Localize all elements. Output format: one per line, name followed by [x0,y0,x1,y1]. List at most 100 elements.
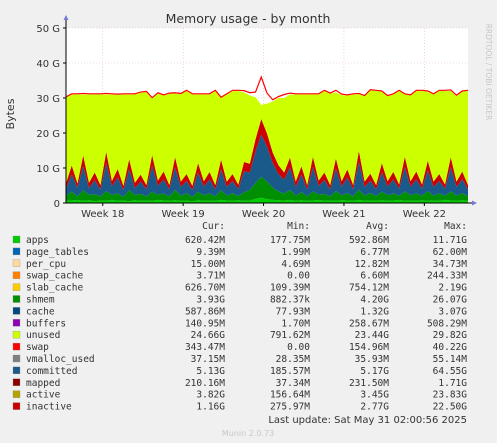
legend-cur-committed: 5.13G [196,366,225,377]
legend-max-cache: 3.07G [438,306,467,317]
legend-swatch-vmalloc_used [12,354,21,363]
legend-max-buffers: 508.29M [427,318,467,329]
legend-name-shmem: shmem [26,295,55,306]
legend-min-active: 156.64M [270,390,310,401]
legend-min-apps: 177.75M [270,235,310,246]
x-tick-labels: Week 18 Week 19 Week 20 Week 21 Week 22 [81,209,446,220]
legend-max-slab_cache: 2.19G [438,283,467,294]
legend-avg-per_cpu: 12.82M [355,259,390,270]
legend-avg-buffers: 258.67M [349,318,389,329]
legend-avg-vmalloc_used: 35.93M [355,354,390,365]
legend-min-buffers: 1.70M [281,318,310,329]
legend-cur-apps: 620.42M [185,235,225,246]
y-axis-arrow [63,15,69,20]
legend-max-mapped: 1.71G [438,378,467,389]
legend-max-per_cpu: 34.73M [433,259,468,270]
legend-avg-page_tables: 6.77M [360,247,389,258]
legend-name-slab_cache: slab_cache [26,283,83,294]
legend-min-swap_cache: 0.00 [287,271,310,282]
legend-name-page_tables: page_tables [26,247,89,258]
area-series [66,90,468,203]
legend: Cur: Min: Avg: Max: apps 620.42M 177.75M 592.86… [12,221,468,413]
legend-cur-swap: 343.47M [185,342,225,353]
x-tick-label: Week 20 [242,209,285,220]
legend-cur-unused: 24.66G [191,330,226,341]
legend-min-swap: 0.00 [287,342,310,353]
legend-min-shmem: 882.37k [270,295,310,306]
legend-avg-mapped: 231.50M [349,378,389,389]
legend-max-active: 23.83G [433,390,468,401]
legend-swatch-slab_cache [12,283,21,291]
legend-name-buffers: buffers [26,318,66,329]
legend-avg-slab_cache: 754.12M [349,283,389,294]
x-tick-label: Week 19 [161,209,204,220]
legend-max-apps: 11.71G [433,235,468,246]
legend-max-page_tables: 62.00M [433,247,468,258]
y-tick-labels: 0 10 G 20 G 30 G 40 G 50 G [36,24,60,210]
legend-swatch-swap [12,342,21,351]
legend-max-inactive: 22.50G [433,402,468,413]
area-apps [66,197,468,203]
legend-cur-active: 3.82G [196,390,225,401]
legend-cur-shmem: 3.93G [196,295,225,306]
y-tick-label: 10 G [36,164,60,175]
legend-name-cache: cache [26,306,55,317]
legend-min-unused: 791.62M [270,330,310,341]
legend-swatch-inactive [12,402,21,410]
legend-avg-active: 3.45G [360,390,389,401]
legend-avg-cache: 1.32G [360,306,389,317]
legend-max-swap_cache: 244.33M [427,271,467,282]
legend-max-committed: 64.55G [433,366,468,377]
legend-swatch-page_tables [12,247,21,256]
legend-avg-shmem: 4.20G [360,295,389,306]
legend-cur-per_cpu: 15.00M [191,259,226,270]
legend-avg-unused: 23.44G [355,330,390,341]
legend-avg-swap: 154.96M [349,342,389,353]
x-tick-label: Week 18 [81,209,124,220]
area-shmem [66,176,468,202]
y-axis-label: Bytes [4,98,17,129]
y-tick-label: 0 [54,199,60,210]
legend-name-per_cpu: per_cpu [26,259,66,270]
legend-name-committed: committed [26,366,77,377]
y-tick-label: 30 G [36,94,60,105]
legend-swatch-shmem [12,295,21,303]
legend-swatch-active [12,390,21,398]
legend-avg-committed: 5.17G [360,366,389,377]
legend-cur-swap_cache: 3.71M [196,271,225,282]
legend-swatch-swap_cache [12,271,21,279]
legend-name-apps: apps [26,235,49,246]
x-tick-label: Week 21 [322,209,365,220]
legend-cur-buffers: 140.95M [185,318,225,329]
legend-header: Cur: [202,221,225,232]
legend-swatch-per_cpu [12,259,21,267]
area-committed [66,134,468,198]
legend-max-shmem: 26.07G [433,295,468,306]
legend-min-vmalloc_used: 28.35M [276,354,311,365]
legend-max-unused: 29.82G [433,330,468,341]
last-update: Last update: Sat May 31 02:00:56 2025 [268,415,467,426]
legend-swatch-apps [12,235,21,244]
watermark: RRDTOOL / TOBI OETIKER [484,24,493,121]
legend-name-mapped: mapped [26,378,60,389]
legend-swatch-cache [12,307,21,315]
legend-min-mapped: 37.34M [276,378,311,389]
legend-max-vmalloc_used: 55.14M [433,354,468,365]
legend-cur-inactive: 1.16G [196,402,225,413]
legend-header: Max: [444,221,467,232]
legend-max-swap: 40.22G [433,342,468,353]
axes [63,15,477,206]
munin-version: Munin 2.0.73 [222,429,274,438]
legend-cur-mapped: 210.16M [185,378,225,389]
legend-cur-slab_cache: 626.70M [185,283,225,294]
swap-line [65,75,469,101]
legend-swatch-mapped [12,378,21,386]
legend-swatch-committed [12,366,21,375]
legend-min-page_tables: 1.99M [281,247,310,258]
legend-min-committed: 185.57M [270,366,310,377]
legend-avg-swap_cache: 6.60M [360,271,389,282]
y-tick-label: 50 G [36,24,60,35]
legend-name-swap_cache: swap_cache [26,271,83,282]
legend-min-slab_cache: 109.39M [270,283,310,294]
